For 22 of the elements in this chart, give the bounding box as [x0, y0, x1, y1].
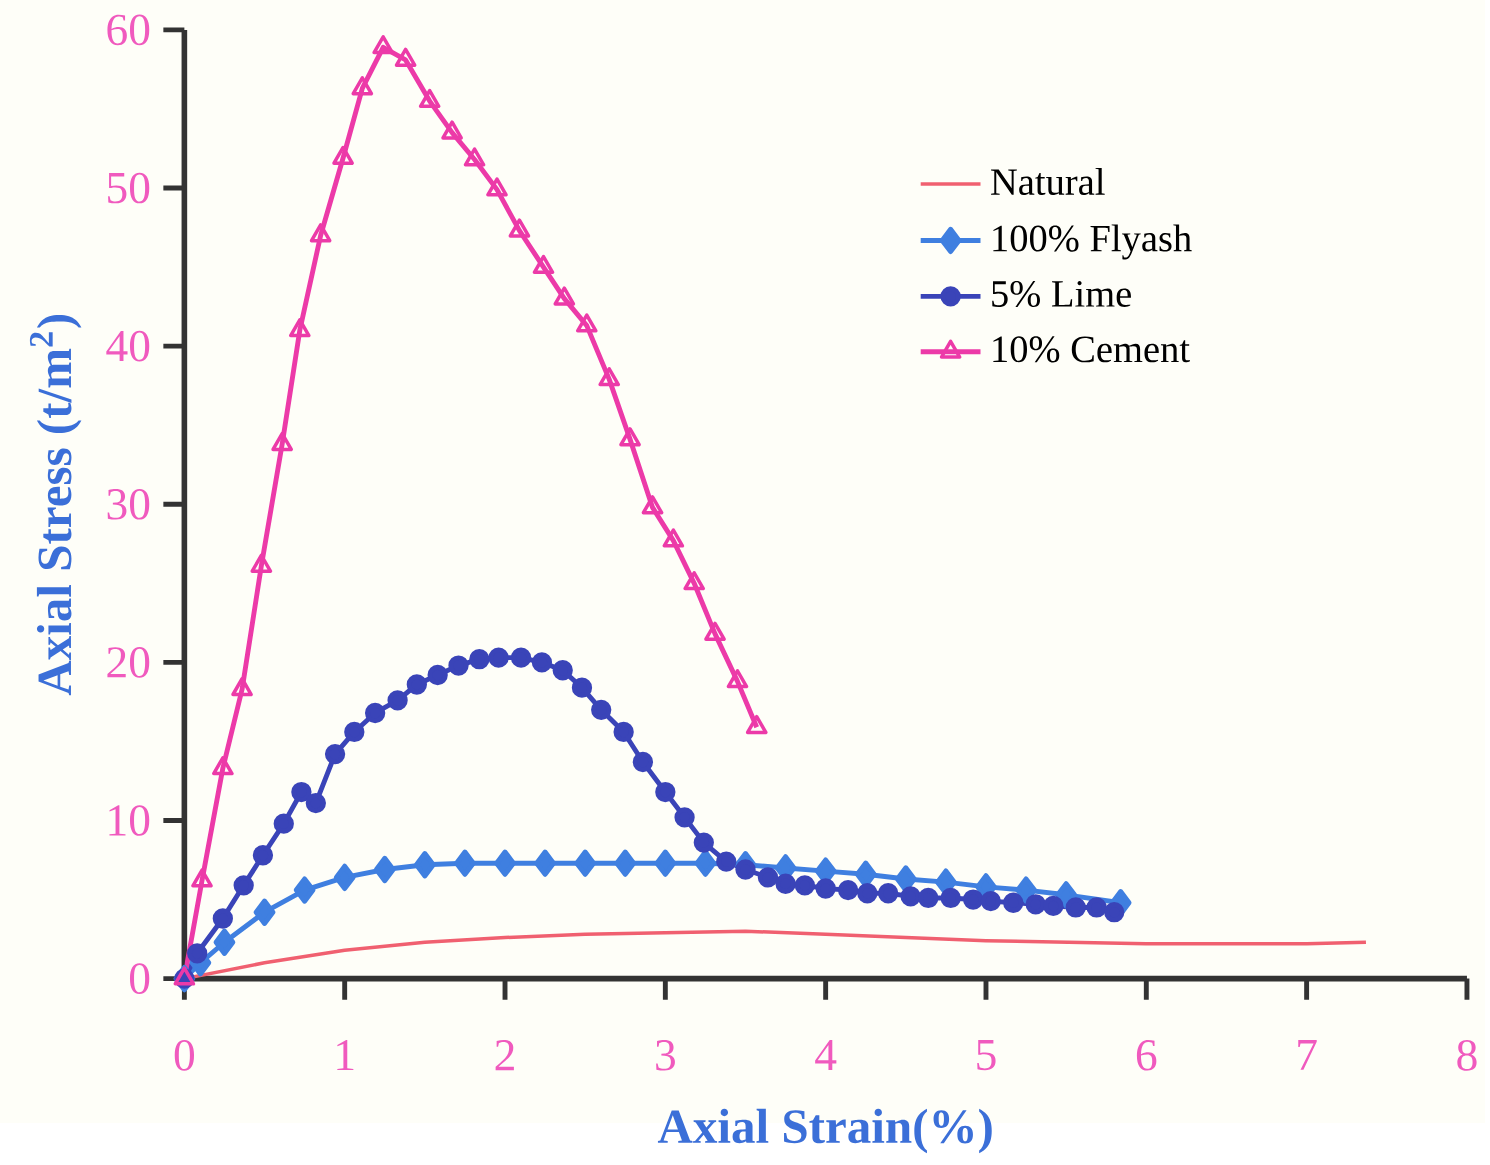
legend-label: 100% Flyash — [993, 224, 1192, 260]
legend-label: 5% Lime — [992, 281, 1131, 308]
x-tick-label: 8 — [1457, 1040, 1477, 1071]
x-tick-label: 1 — [337, 1040, 354, 1071]
x-tick-label: 0 — [174, 1040, 195, 1071]
legend-label: Natural — [991, 168, 1105, 196]
legend-label: 10% Cement — [993, 336, 1190, 363]
x-tick-label: 5 — [977, 1040, 996, 1071]
y-tick-label: 0 — [129, 963, 150, 994]
x-tick-label: 6 — [1136, 1040, 1157, 1071]
x-tick-label: 7 — [1298, 1040, 1317, 1070]
y-tick-label: 50 — [108, 172, 150, 204]
x-tick-label: 2 — [495, 1040, 514, 1071]
x-tick-label: 3 — [656, 1040, 675, 1071]
x-axis-title: Axial Strain(%) — [657, 1108, 992, 1154]
y-tick-label: 30 — [107, 488, 150, 520]
y-tick-label: 10 — [109, 805, 150, 836]
x-tick-label: 4 — [815, 1040, 837, 1071]
y-tick-label: 60 — [107, 14, 150, 46]
y-tick-label: 40 — [106, 330, 150, 362]
y-tick-label: 20 — [107, 647, 150, 678]
y-axis-title: Axial Stress (t/m$^{2}$) — [29, 314, 82, 696]
